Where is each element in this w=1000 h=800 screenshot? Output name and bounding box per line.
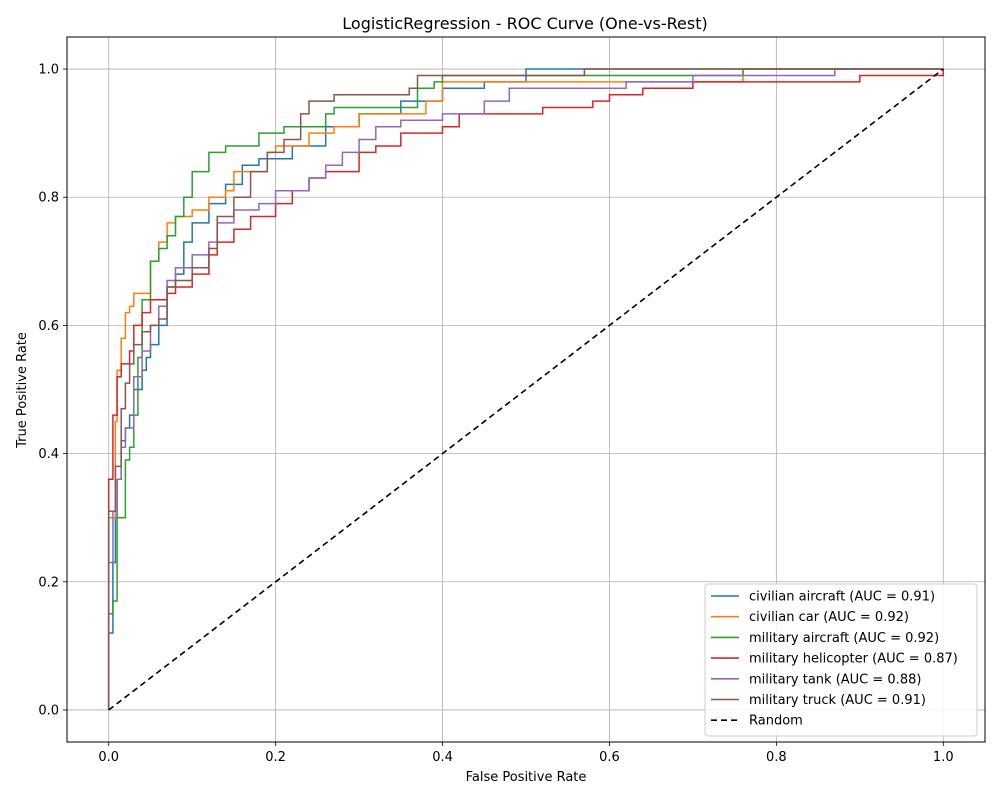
legend-label: military tank (AUC = 0.88) [749, 672, 921, 687]
legend-label: civilian aircraft (AUC = 0.91) [749, 590, 935, 605]
legend-label: military helicopter (AUC = 0.87) [749, 652, 958, 667]
roc-line-military-aircraft [107, 68, 944, 710]
x-tick-label: 0.6 [599, 750, 620, 765]
legend-box [704, 583, 978, 737]
axis-ticks: 0.0 0.2 0.4 0.6 0.8 1.0 0.0 0.2 0.4 0.6 0.8 1.0 [38, 63, 953, 765]
x-tick-label: 0.8 [766, 750, 787, 765]
series-layer [107, 68, 945, 711]
y-axis-label: True Positive Rate [15, 332, 30, 449]
y-tick-label: 0.0 [38, 703, 59, 718]
plot-frame [66, 36, 986, 743]
roc-line-civilian-car [107, 68, 944, 710]
y-tick-label: 0.2 [38, 575, 59, 590]
y-tick-label: 0.6 [38, 319, 59, 334]
legend-label: Random [749, 714, 803, 729]
x-axis-label: False Positive Rate [466, 770, 587, 785]
legend-label: military aircraft (AUC = 0.92) [749, 631, 939, 646]
x-tick-label: 1.0 [933, 750, 954, 765]
y-tick-label: 0.8 [38, 191, 59, 206]
x-tick-label: 0.4 [432, 750, 453, 765]
x-tick-label: 0.0 [98, 750, 119, 765]
y-tick-label: 0.4 [38, 447, 59, 462]
roc-line-military-truck [107, 68, 944, 710]
legend: civilian aircraft (AUC = 0.91) civilian c… [704, 583, 978, 737]
legend-label: military truck (AUC = 0.91) [749, 693, 926, 708]
y-tick-label: 1.0 [38, 63, 59, 78]
chart-title: LogisticRegression - ROC Curve (One-vs-R… [342, 14, 707, 33]
x-tick-label: 0.2 [265, 750, 286, 765]
roc-line-military-helicopter [107, 69, 945, 710]
legend-label: civilian car (AUC = 0.92) [749, 610, 909, 625]
roc-line-random [108, 68, 944, 711]
